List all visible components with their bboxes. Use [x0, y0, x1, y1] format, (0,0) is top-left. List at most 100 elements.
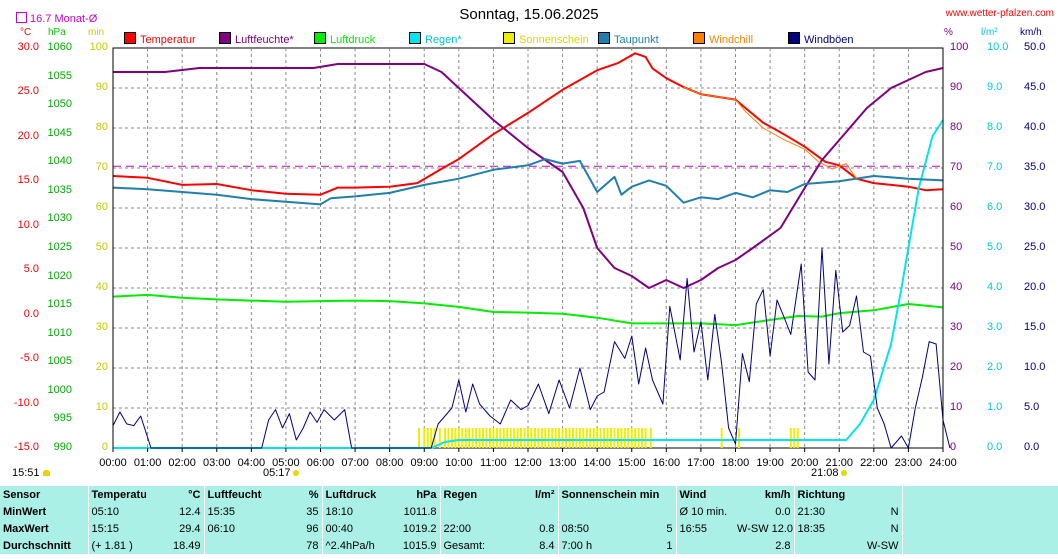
stats-row-label: MaxWert — [3, 522, 49, 535]
unit-temp: °C — [20, 27, 32, 38]
legend-swatch — [124, 32, 136, 44]
stats-header-row: Sensor Temperatur °C Luftfeuchte % Luftd… — [0, 486, 1058, 503]
stats-row: MaxWert 15:15 29.4 06:10 96 00:40 1019.2 22:00 0… — [0, 520, 1058, 537]
sunshine-bar — [447, 428, 450, 448]
tick-pressure: 1000 — [47, 383, 72, 396]
tick-pressure: 1060 — [47, 41, 72, 53]
tick-wind: 10.0 — [1024, 361, 1046, 373]
x-tick-label: 02:00 — [168, 457, 196, 469]
tick-minutes: 70 — [95, 161, 108, 173]
tick-pressure: 990 — [53, 441, 72, 453]
stats-sun-time: 7:00 h — [557, 537, 618, 554]
sunshine-bar — [438, 428, 441, 448]
sunshine-bar — [471, 428, 474, 448]
tick-percent: 20 — [950, 361, 963, 373]
tick-wind: 0.0 — [1024, 441, 1040, 453]
x-tick-label: 10:00 — [445, 457, 473, 469]
stats-head-sensor: Sensor — [3, 488, 41, 501]
site-link[interactable]: www.wetter-pfalzen.com — [945, 8, 1054, 19]
tick-wind: 30.0 — [1024, 201, 1046, 213]
sunshine-bar — [641, 428, 644, 448]
legend-label: Temperatur — [140, 34, 196, 46]
sunshine-bar — [450, 428, 453, 448]
tick-minutes: 50 — [95, 241, 108, 253]
sunshine-bar — [554, 428, 557, 448]
tick-pressure: 1025 — [47, 241, 72, 253]
series-luftfeuchte- — [113, 63, 944, 289]
legend-label: Luftfeuchte* — [235, 34, 294, 46]
x-tick-label: 08:00 — [375, 457, 404, 469]
legend-item: Taupunkt — [598, 32, 659, 46]
stats-hum-value: 78 — [306, 539, 319, 552]
stats-head-sun: Sonnenschein min — [557, 486, 677, 503]
sunshine-bar — [644, 428, 647, 448]
stats-row: MinWert 05:10 12.4 15:35 35 18:10 1011.8 Ø 10 m… — [0, 503, 1058, 520]
stats-press-value: 1015.9 — [402, 539, 437, 552]
tick-pressure: 1045 — [47, 126, 72, 139]
sunshine-bars — [418, 428, 799, 448]
tick-temp: 0.0 — [23, 307, 39, 320]
tick-wind: 20.0 — [1024, 281, 1046, 293]
stats-head-rain: Regen — [439, 486, 500, 503]
sunshine-bar — [488, 428, 491, 448]
tick-pressure: 1035 — [47, 183, 72, 196]
sunshine-bar — [616, 428, 619, 448]
sunshine-bar — [603, 428, 606, 448]
tick-pressure: 1015 — [47, 298, 72, 311]
sunshine-bar — [634, 428, 637, 448]
stats-temp-value: 18.49 — [172, 539, 201, 552]
sunshine-bar — [495, 428, 498, 448]
sunshine-bar — [575, 428, 578, 448]
stats-sun-time — [557, 503, 618, 520]
tick-pressure: 1020 — [47, 269, 72, 282]
sunshine-bar — [502, 428, 505, 448]
stats-hum-time: 15:35 — [203, 503, 262, 520]
stats-head-press-unit: hPa — [416, 488, 437, 501]
tick-rain: 7.0 — [987, 161, 1003, 173]
stats-temp-time: 15:15 — [87, 520, 146, 537]
stats-temp-value: 12.4 — [179, 505, 201, 518]
stats-rain-value — [500, 503, 558, 520]
sunshine-bar — [613, 428, 616, 448]
chart-grid — [112, 47, 944, 449]
stats-head-wind: Wind — [675, 486, 735, 503]
stats-dir-value: N — [890, 505, 899, 518]
legend-swatch — [409, 32, 421, 44]
chart-axes — [112, 48, 944, 452]
stats-row-label: MinWert — [3, 505, 47, 518]
sunshine-bar — [623, 428, 626, 448]
legend-swatch — [219, 32, 231, 44]
tick-temp: -5.0 — [20, 352, 39, 365]
month-average-swatch — [16, 12, 27, 23]
x-tick-label: 23:00 — [894, 457, 923, 469]
sunshine-bar — [596, 428, 599, 448]
stats-rain-value: 0.8 — [539, 522, 555, 535]
stats-table: Sensor Temperatur °C Luftfeuchte % Luftd… — [0, 486, 1058, 554]
sunshine-bar — [523, 428, 526, 448]
sunrise-time: 05:17 — [263, 467, 291, 479]
sunshine-bar — [558, 428, 561, 448]
tick-wind: 15.0 — [1024, 321, 1046, 333]
sunshine-bar — [630, 428, 633, 448]
tick-percent: 30 — [950, 321, 963, 333]
chart-series — [112, 52, 951, 449]
sunshine-bar — [418, 428, 421, 448]
tick-rain: 4.0 — [987, 281, 1003, 293]
x-tick-label: 04:00 — [237, 457, 266, 469]
stats-press-time: 00:40 — [321, 520, 380, 537]
stats-dir-value: W-SW — [866, 539, 899, 552]
unit-rain: l/m² — [981, 27, 998, 38]
sunshine-bar — [568, 428, 571, 448]
sunshine-bar — [516, 428, 519, 448]
tick-wind: 25.0 — [1024, 241, 1046, 253]
sunshine-bar — [426, 428, 429, 448]
x-tick-label: 12:00 — [514, 457, 542, 469]
tick-percent: 60 — [950, 201, 963, 213]
unit-pressure: hPa — [48, 27, 66, 38]
x-tick-label: 21:00 — [825, 457, 854, 469]
tick-rain: 3.0 — [987, 321, 1003, 333]
tick-rain: 5.0 — [987, 241, 1003, 253]
legend-swatch — [788, 32, 800, 44]
sunshine-bar — [599, 428, 602, 448]
sunshine-bar — [578, 428, 581, 448]
